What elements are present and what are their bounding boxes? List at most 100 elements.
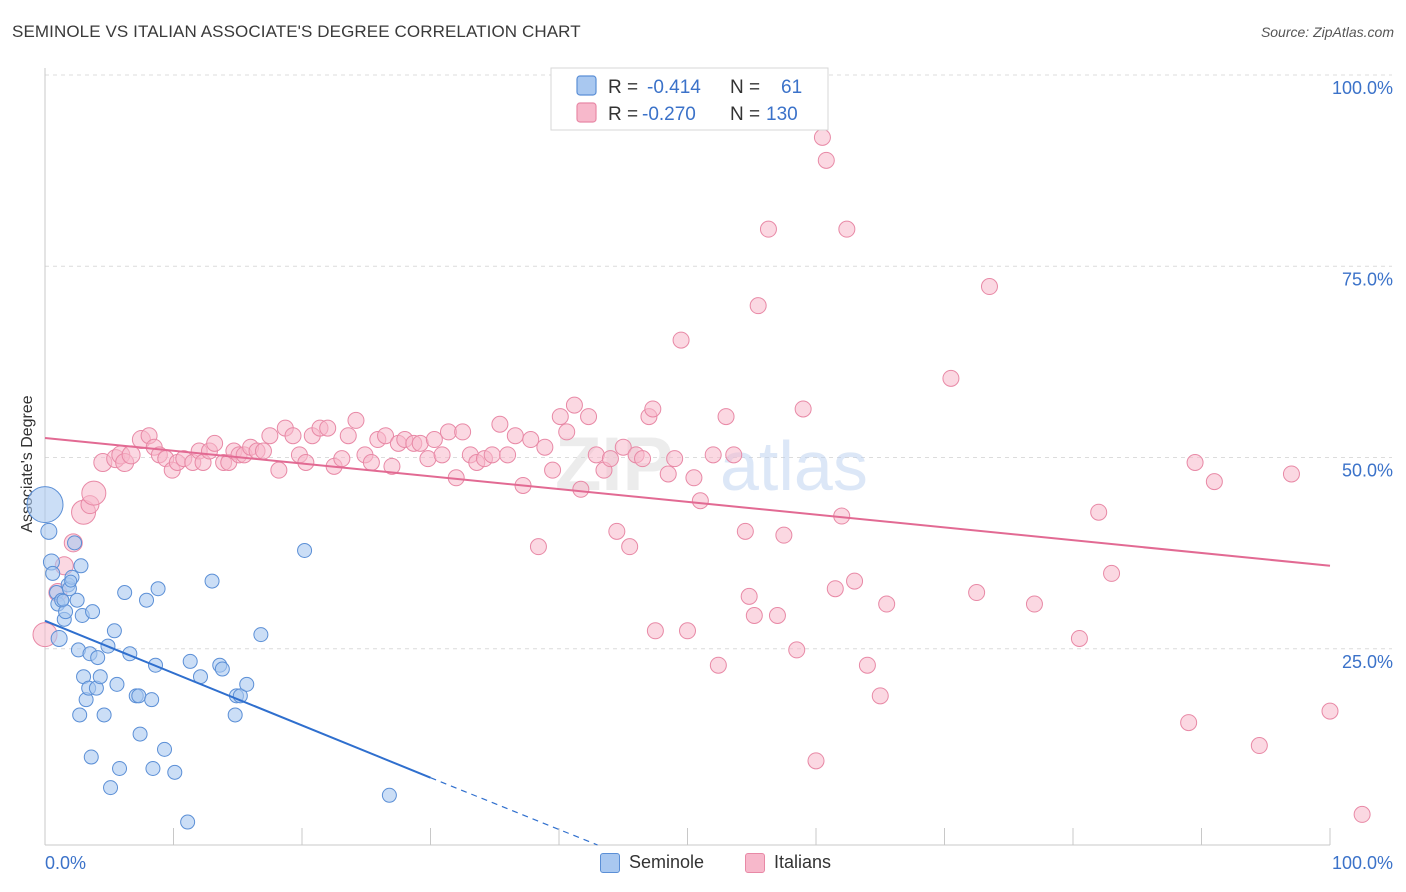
- seminole-point: [144, 692, 160, 708]
- seminole-point: [239, 676, 255, 692]
- y-tick-label: 100.0%: [1332, 78, 1393, 98]
- italians-point: [646, 622, 664, 640]
- italians-point: [558, 423, 576, 441]
- seminole-point: [112, 761, 128, 776]
- legend-swatch-seminole: [600, 852, 620, 873]
- legend-label-italians: Italians: [774, 852, 832, 872]
- italians-point: [1186, 454, 1204, 471]
- seminole-point: [227, 707, 243, 723]
- seminole-point: [85, 604, 101, 620]
- italians-point: [544, 461, 562, 479]
- italians-point: [659, 465, 677, 483]
- legend-swatch-italians: [745, 852, 765, 873]
- seminole-point: [182, 653, 198, 669]
- italians-point: [740, 587, 758, 605]
- italians-point: [362, 454, 380, 471]
- italians-point: [717, 408, 735, 426]
- italians-point: [1353, 805, 1371, 823]
- seminole-point: [297, 542, 313, 558]
- seminole-point: [73, 558, 89, 574]
- seminole-point: [150, 581, 166, 597]
- watermark-atlas: atlas: [720, 427, 868, 505]
- italians-point: [536, 438, 554, 456]
- seminole-point: [157, 741, 173, 757]
- italians-point: [621, 538, 639, 556]
- seminole-trend-extension: [430, 777, 598, 846]
- seminole-point: [26, 486, 64, 524]
- source-label: Source: ZipAtlas.com: [1260, 24, 1394, 40]
- legend-n-label: N =: [730, 77, 760, 98]
- italians-point: [691, 492, 709, 510]
- italians-point: [1180, 714, 1198, 732]
- italians-point: [1070, 629, 1088, 647]
- seminole-point: [50, 629, 68, 647]
- legend-r-label: R =: [608, 104, 638, 125]
- italians-point: [788, 641, 806, 659]
- italians-point: [1282, 465, 1300, 483]
- italians-trend-line: [44, 437, 1331, 567]
- italians-point: [768, 607, 786, 624]
- seminole-point: [40, 522, 58, 540]
- seminole-point: [180, 814, 196, 830]
- italians-point: [1090, 503, 1108, 521]
- italians-point: [679, 622, 696, 640]
- italians-point: [454, 423, 472, 441]
- seminole-point: [106, 623, 122, 639]
- italians-point: [491, 415, 509, 433]
- seminole-point: [103, 780, 119, 796]
- italians-point: [439, 423, 457, 441]
- seminole-point: [92, 669, 108, 685]
- italians-point: [425, 431, 443, 449]
- italians-point: [1321, 702, 1339, 720]
- italians-point: [644, 400, 662, 418]
- italians-point: [284, 427, 302, 445]
- italians-point: [411, 434, 429, 452]
- italians-point: [672, 331, 690, 349]
- italians-point: [254, 442, 272, 460]
- italians-point: [506, 427, 524, 445]
- grid-lines: [45, 74, 1392, 650]
- italians-point: [871, 687, 889, 705]
- italians-point: [333, 450, 351, 468]
- seminole-point: [381, 787, 397, 803]
- italians-point: [813, 128, 831, 146]
- italians-point: [980, 278, 998, 296]
- legend-r-value: -0.414: [647, 77, 701, 98]
- italians-point: [775, 526, 793, 544]
- italians-point: [608, 522, 626, 540]
- chart-title: SEMINOLE VS ITALIAN ASSOCIATE'S DEGREE C…: [12, 22, 581, 41]
- seminole-point: [204, 573, 220, 589]
- italians-point: [270, 461, 288, 479]
- seminole-point: [83, 749, 99, 765]
- italians-point: [826, 580, 844, 598]
- italians-point: [794, 400, 812, 418]
- italians-point: [968, 584, 986, 602]
- legend-swatch-seminole: [576, 75, 597, 96]
- italians-point: [666, 450, 684, 468]
- italians-point: [522, 431, 540, 449]
- italians-point: [838, 220, 856, 238]
- seminole-point: [45, 565, 61, 581]
- seminole-point: [214, 661, 230, 677]
- italians-point: [572, 480, 590, 498]
- italians-point: [565, 396, 583, 414]
- italians-point: [383, 457, 401, 475]
- x-tick-label: 100.0%: [1332, 853, 1393, 873]
- legend-n-value: 61: [781, 77, 802, 98]
- legend-label-seminole: Seminole: [629, 852, 705, 872]
- seminole-point: [56, 593, 70, 607]
- seminole-trend-line: [44, 619, 431, 779]
- italians-point: [81, 480, 107, 506]
- italians-point: [121, 445, 141, 465]
- italians-point: [580, 408, 598, 426]
- trend-lines: [44, 437, 1331, 846]
- italians-point: [347, 411, 365, 429]
- italians-point: [339, 427, 357, 445]
- y-tick-label: 75.0%: [1342, 269, 1393, 289]
- italians-point: [745, 607, 763, 624]
- italians-point: [419, 450, 437, 468]
- italians-point: [685, 469, 703, 487]
- italians-point: [817, 151, 835, 169]
- italians-point: [529, 538, 547, 556]
